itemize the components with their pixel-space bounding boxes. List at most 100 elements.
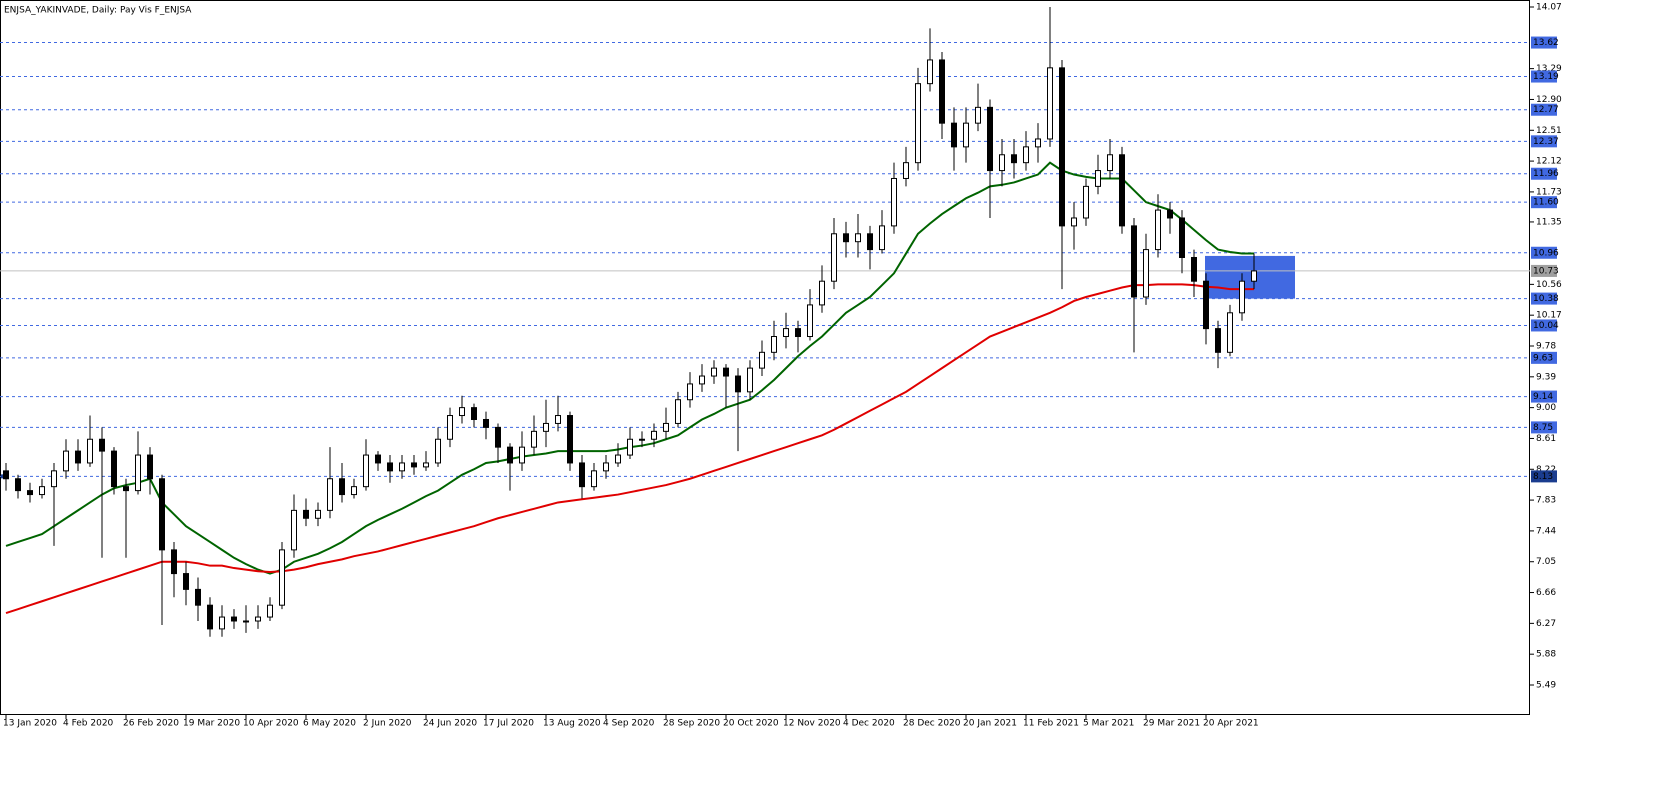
candle-body [1071, 217, 1077, 227]
candle-body [723, 367, 729, 377]
candle-body [963, 122, 969, 148]
level-label-bg [1531, 292, 1557, 305]
x-tick-label: 20 Jan 2021 [963, 719, 1017, 729]
candle-body [891, 177, 897, 227]
y-tick-label: 11.73 [1536, 187, 1562, 197]
candle-body [135, 454, 141, 492]
candle-body [387, 462, 393, 472]
candle-body [1155, 209, 1161, 251]
candle-body [183, 573, 189, 590]
level-label: 13.19 [1533, 72, 1559, 82]
candle-body [615, 454, 621, 464]
candle-body [147, 454, 153, 480]
candle-body [651, 430, 657, 440]
candle-body [1035, 138, 1041, 148]
candle-body [1095, 170, 1101, 187]
y-tick-label: 5.88 [1536, 650, 1556, 660]
x-tick-label: 12 Nov 2020 [783, 719, 841, 729]
candle-body [555, 415, 561, 424]
candle-body [903, 162, 909, 179]
candle-body [1059, 67, 1065, 227]
candle-body [675, 399, 681, 424]
y-tick-label: 13.29 [1536, 64, 1562, 74]
candle-body [1011, 154, 1017, 164]
candle-body [1191, 256, 1197, 282]
candle-body [15, 478, 21, 492]
candle-body [939, 59, 945, 124]
level-label-bg [1531, 351, 1557, 364]
level-label: 11.96 [1533, 169, 1559, 179]
candle-body [87, 438, 93, 464]
candle-body [75, 450, 81, 464]
candle-body [399, 462, 405, 472]
y-tick-label: 6.66 [1536, 588, 1556, 598]
candle-body [51, 470, 57, 488]
candle-body [687, 383, 693, 401]
candle-body [627, 438, 633, 456]
level-label-bg [1531, 36, 1557, 49]
candle-body [483, 418, 489, 428]
y-tick-label: 12.12 [1536, 157, 1562, 167]
candle-body [1167, 209, 1173, 219]
candle-body [267, 604, 273, 618]
candle-body [27, 490, 33, 496]
level-label: 13.62 [1533, 38, 1559, 48]
candle-body [567, 415, 573, 464]
x-tick-label: 26 Feb 2020 [123, 719, 179, 729]
y-tick-label: 9.00 [1536, 403, 1556, 413]
level-label: 10.96 [1533, 248, 1559, 258]
candle-body [915, 83, 921, 164]
candle-body [1119, 154, 1125, 227]
candle-body [219, 616, 225, 630]
level-label-bg [1531, 135, 1557, 148]
candle-body [159, 478, 165, 551]
candle-body [1251, 270, 1257, 282]
candle-body [783, 328, 789, 338]
x-tick-label: 20 Apr 2021 [1203, 719, 1259, 729]
candle-body [579, 462, 585, 488]
x-tick-label: 10 Apr 2020 [243, 719, 299, 729]
x-tick-label: 4 Sep 2020 [603, 719, 655, 729]
candle-body [375, 454, 381, 464]
candle-body [315, 509, 321, 519]
candle-body [3, 470, 9, 480]
candle-body [879, 225, 885, 251]
x-tick-label: 24 Jun 2020 [423, 719, 477, 729]
candle-body [1143, 249, 1149, 298]
level-label: 12.37 [1533, 137, 1559, 147]
x-tick-label: 28 Dec 2020 [903, 719, 961, 729]
y-tick-label: 10.56 [1536, 280, 1562, 290]
x-tick-label: 5 Mar 2021 [1083, 719, 1134, 729]
candle-body [39, 486, 45, 496]
candle-body [255, 616, 261, 622]
candle-body [423, 462, 429, 468]
level-label: 8.75 [1533, 423, 1553, 433]
candle-body [507, 446, 513, 464]
candle-body [951, 122, 957, 148]
y-tick-label: 7.83 [1536, 496, 1556, 506]
y-tick-label: 10.17 [1536, 311, 1562, 321]
x-tick-label: 2 Jun 2020 [363, 719, 412, 729]
level-label-bg [1531, 421, 1557, 434]
candle-body [231, 616, 237, 622]
candle-body [999, 154, 1005, 172]
candle-body [843, 233, 849, 243]
y-tick-label: 7.44 [1536, 526, 1556, 536]
level-label: 10.38 [1533, 294, 1559, 304]
candle-body [1227, 312, 1233, 353]
candle-body [831, 233, 837, 282]
level-label: 8.13 [1533, 472, 1553, 482]
candle-body [435, 438, 441, 464]
candle-body [987, 106, 993, 172]
candle-body [123, 486, 129, 492]
candle-body [339, 478, 345, 496]
x-tick-label: 13 Aug 2020 [543, 719, 601, 729]
candle-body [1023, 146, 1029, 164]
x-tick-label: 4 Feb 2020 [63, 719, 114, 729]
candle-body [711, 367, 717, 377]
y-tick-label: 8.22 [1536, 465, 1556, 475]
candle-body [747, 367, 753, 393]
candle-body [1215, 328, 1221, 353]
x-tick-label: 11 Feb 2021 [1023, 719, 1079, 729]
